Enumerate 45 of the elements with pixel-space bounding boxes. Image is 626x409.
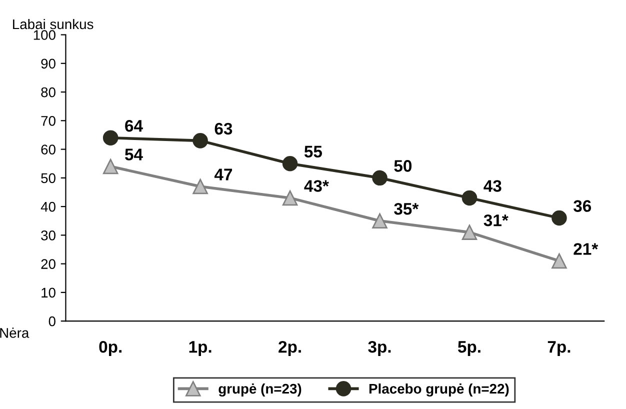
legend-label: Placebo grupė (n=22) (369, 383, 509, 396)
x-tick-label: 3p. (368, 340, 391, 356)
x-tick-label: 5p. (458, 341, 480, 356)
x-tick-label: 0p. (99, 340, 122, 356)
y-tick-label: 40 (40, 202, 56, 212)
point (102, 158, 118, 174)
y-tick-label: 100 (34, 30, 56, 40)
point (462, 190, 478, 206)
y-tick-label: 70 (41, 116, 56, 126)
point (282, 156, 298, 172)
y-axis-title: Labai sunkus (13, 18, 94, 30)
data-label: 63 (214, 122, 232, 135)
data-label: 43* (304, 180, 329, 192)
data-label: 47 (214, 168, 232, 180)
y-tick-label: 90 (41, 58, 56, 69)
x-tick-label: 2p. (278, 340, 301, 356)
data-label: 50 (394, 160, 412, 172)
point (372, 213, 388, 228)
data-label: 54 (124, 148, 143, 160)
y-tick-label: 80 (41, 87, 56, 98)
y-tick-label: 50 (41, 173, 56, 184)
data-label: 36 (574, 200, 592, 212)
y-tick-label: 0 (48, 316, 56, 326)
point (102, 130, 118, 146)
data-label: 64 (125, 120, 143, 132)
data-label: 55 (304, 146, 322, 158)
point (192, 178, 208, 194)
point (192, 133, 208, 148)
x-tick-label: 1p. (189, 341, 212, 356)
point (372, 170, 388, 186)
legend-label: grupė (n=23) (218, 383, 302, 396)
y-tick-label: 10 (42, 288, 56, 298)
data-label: 43 (484, 180, 502, 192)
y-tick-label: 20 (41, 259, 56, 269)
point (552, 253, 567, 269)
x-tick-label: 7p. (548, 341, 570, 356)
point (282, 190, 298, 206)
data-label: 31* (484, 214, 508, 226)
point (552, 210, 567, 226)
point (462, 224, 478, 240)
data-label: 35* (394, 202, 419, 215)
data-label: 21* (574, 243, 598, 255)
y-tick-label: 30 (41, 230, 56, 240)
y-tick-label: 60 (41, 144, 56, 154)
text: Nėra (0, 328, 30, 338)
